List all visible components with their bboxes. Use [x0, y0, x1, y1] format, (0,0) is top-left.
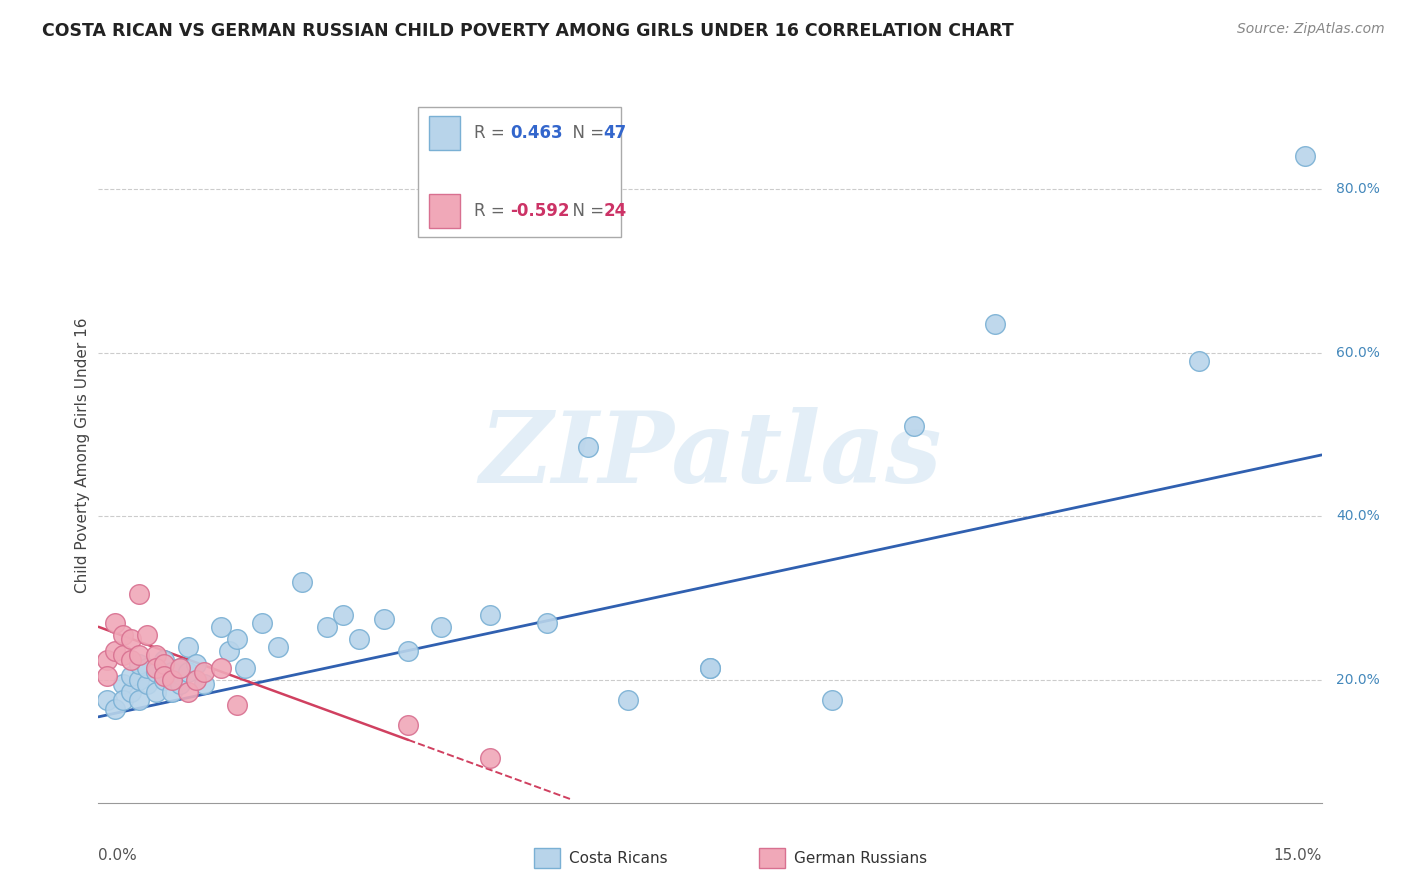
Point: [145, 665, 167, 679]
Point: [1188, 353, 1211, 368]
Point: [250, 615, 273, 630]
Point: [903, 419, 925, 434]
Point: [218, 644, 240, 658]
Text: COSTA RICAN VS GERMAN RUSSIAN CHILD POVERTY AMONG GIRLS UNDER 16 CORRELATION CHA: COSTA RICAN VS GERMAN RUSSIAN CHILD POVE…: [42, 22, 1014, 40]
Point: [315, 620, 337, 634]
Point: [396, 644, 419, 658]
Text: 0.0%: 0.0%: [98, 848, 138, 863]
Point: [169, 661, 191, 675]
Point: [104, 701, 127, 715]
Point: [177, 640, 200, 655]
Point: [332, 607, 354, 622]
Point: [186, 673, 208, 687]
Text: 60.0%: 60.0%: [1336, 345, 1381, 359]
Text: 40.0%: 40.0%: [1336, 509, 1381, 524]
Point: [349, 632, 371, 646]
Point: [984, 317, 1007, 331]
Point: [136, 661, 159, 675]
Point: [145, 661, 167, 675]
Point: [186, 657, 208, 671]
Point: [209, 661, 232, 675]
Point: [128, 587, 150, 601]
Point: [145, 648, 167, 663]
Point: [145, 685, 167, 699]
Point: [226, 632, 249, 646]
Point: [177, 685, 200, 699]
Point: [120, 632, 142, 646]
Point: [226, 698, 249, 712]
Point: [128, 648, 150, 663]
Point: [430, 620, 453, 634]
Point: [160, 673, 183, 687]
Text: N =: N =: [562, 202, 610, 220]
Point: [152, 657, 174, 671]
Point: [96, 652, 118, 666]
Point: [96, 669, 118, 683]
Point: [233, 661, 256, 675]
Point: [136, 628, 159, 642]
Text: 47: 47: [603, 124, 627, 142]
Point: [120, 685, 142, 699]
Text: -0.592: -0.592: [510, 202, 569, 220]
Point: [160, 665, 183, 679]
Point: [152, 669, 174, 683]
Point: [136, 677, 159, 691]
Point: [478, 751, 501, 765]
Point: [120, 652, 142, 666]
Point: [128, 673, 150, 687]
Point: [104, 644, 127, 658]
Point: [396, 718, 419, 732]
Point: [160, 685, 183, 699]
Point: [373, 612, 395, 626]
Point: [128, 657, 150, 671]
Text: 20.0%: 20.0%: [1336, 673, 1381, 687]
Point: [152, 652, 174, 666]
Text: 80.0%: 80.0%: [1336, 182, 1381, 196]
Point: [169, 677, 191, 691]
Y-axis label: Child Poverty Among Girls Under 16: Child Poverty Among Girls Under 16: [75, 318, 90, 592]
Point: [128, 693, 150, 707]
Point: [291, 574, 314, 589]
Text: N =: N =: [562, 124, 610, 142]
Point: [96, 693, 118, 707]
Point: [478, 607, 501, 622]
Point: [152, 673, 174, 687]
Point: [120, 669, 142, 683]
Text: R =: R =: [474, 124, 510, 142]
Text: 0.463: 0.463: [510, 124, 562, 142]
Point: [177, 665, 200, 679]
Point: [617, 693, 640, 707]
Point: [209, 620, 232, 634]
Point: [1294, 149, 1316, 163]
Point: [699, 661, 721, 675]
Point: [267, 640, 290, 655]
Text: R =: R =: [474, 202, 510, 220]
Point: [104, 615, 127, 630]
Point: [699, 661, 721, 675]
Text: 24: 24: [603, 202, 627, 220]
Point: [576, 440, 599, 454]
Text: Costa Ricans: Costa Ricans: [569, 851, 668, 865]
Point: [193, 677, 215, 691]
Text: 15.0%: 15.0%: [1274, 848, 1322, 863]
Text: Source: ZipAtlas.com: Source: ZipAtlas.com: [1237, 22, 1385, 37]
Text: German Russians: German Russians: [794, 851, 928, 865]
Point: [169, 661, 191, 675]
Point: [193, 665, 215, 679]
Point: [111, 693, 134, 707]
Point: [111, 628, 134, 642]
Point: [821, 693, 844, 707]
Point: [536, 615, 558, 630]
Point: [111, 677, 134, 691]
Point: [111, 648, 134, 663]
Text: ZIPatlas: ZIPatlas: [479, 407, 941, 503]
